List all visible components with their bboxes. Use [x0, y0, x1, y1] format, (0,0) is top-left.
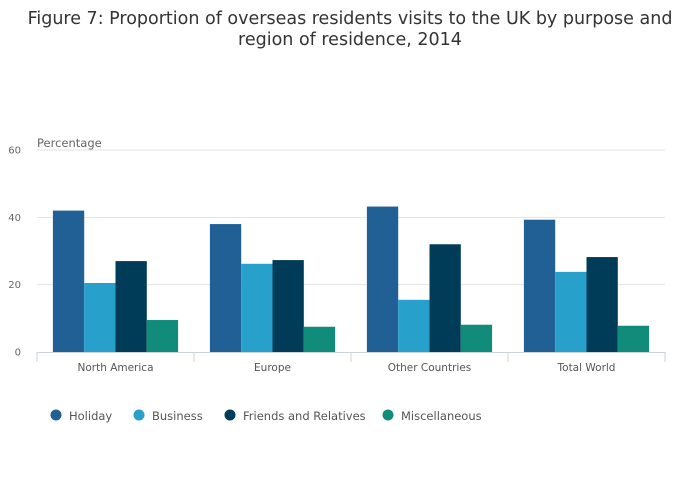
bar [523, 219, 556, 352]
x-category-label: North America [77, 362, 153, 374]
bar [429, 244, 461, 352]
legend-swatch [382, 409, 394, 421]
bar [84, 282, 116, 352]
bar [115, 261, 147, 352]
legend-label: Holiday [69, 409, 112, 423]
bar [460, 324, 493, 352]
y-tick-label: 60 [8, 146, 21, 157]
legend-label: Business [152, 409, 203, 423]
y-tick-label: 40 [8, 213, 21, 224]
legend-swatch [50, 409, 62, 421]
chart-title-line-1: Figure 7: Proportion of overseas residen… [28, 9, 673, 29]
bar [241, 263, 273, 352]
legend-label: Miscellaneous [401, 409, 482, 423]
y-axis-label: Percentage [37, 136, 102, 150]
x-category-label: Other Countries [388, 362, 472, 374]
chart-title-line-2: region of residence, 2014 [238, 30, 462, 50]
y-tick-label: 0 [15, 348, 21, 359]
bar [555, 271, 587, 352]
x-axis: North America Europe Other Countries Total … [36, 352, 666, 374]
bar [272, 260, 304, 352]
y-axis-ticks: 0 20 40 60 [8, 146, 21, 359]
y-tick-label: 20 [8, 280, 21, 291]
legend-label: Friends and Relatives [243, 409, 366, 423]
bar [52, 210, 85, 352]
bar [209, 224, 242, 352]
bar [366, 206, 399, 352]
legend-swatch [224, 409, 236, 421]
bar [303, 326, 336, 352]
legend: Holiday Business Friends and Relatives Misc… [50, 409, 482, 423]
bar [617, 325, 650, 352]
x-category-label: Total World [557, 362, 616, 374]
bar [586, 257, 618, 352]
bar [398, 299, 430, 352]
x-category-label: Europe [254, 362, 291, 374]
bar [146, 320, 179, 352]
legend-swatch [133, 409, 145, 421]
bars [52, 206, 650, 352]
